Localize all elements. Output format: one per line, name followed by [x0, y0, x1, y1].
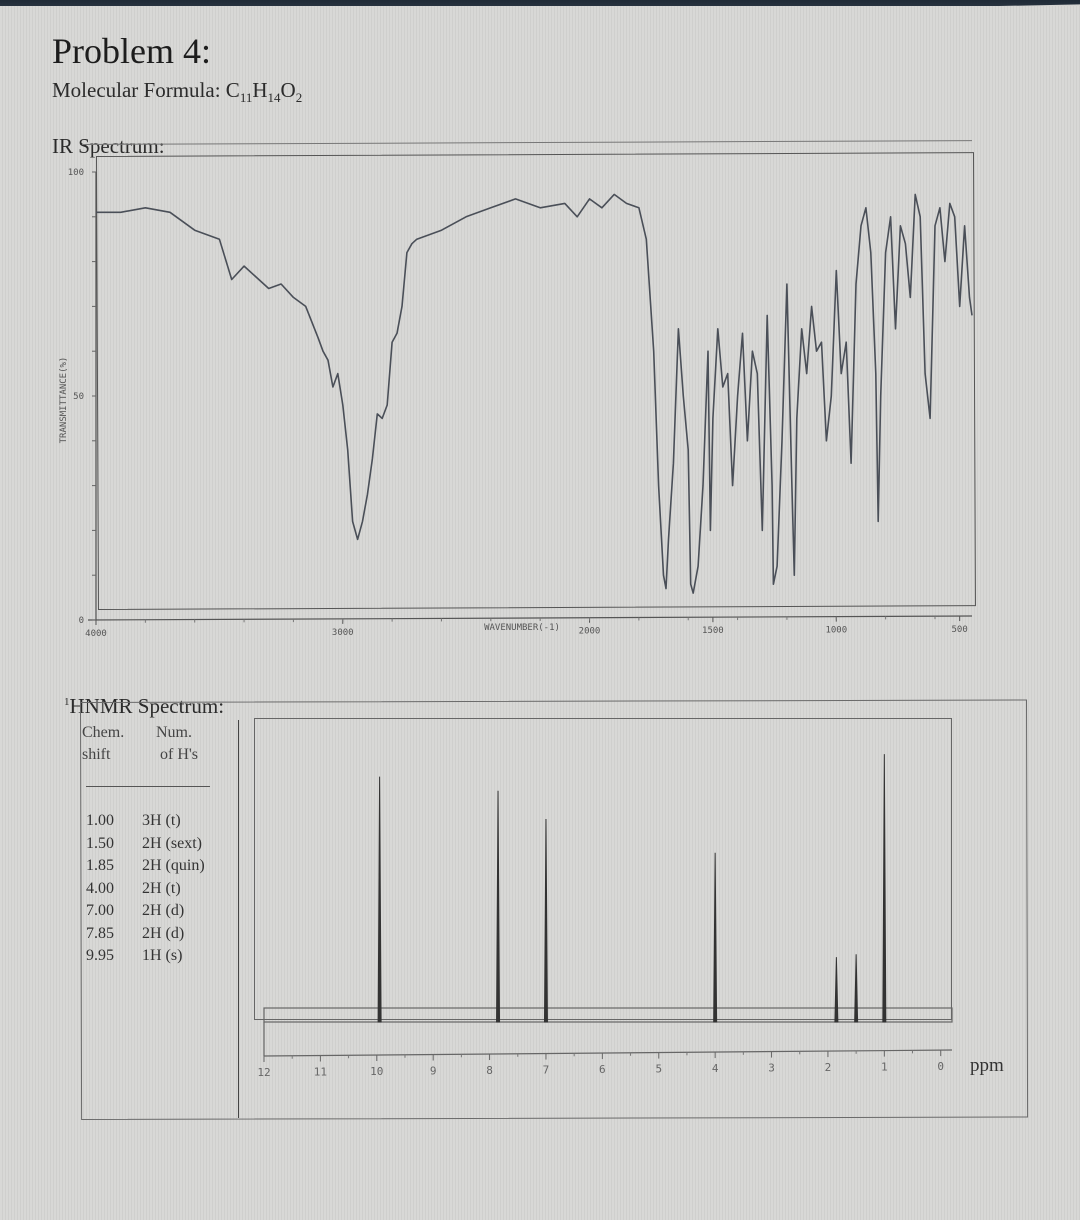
header-of-hs: of H's [160, 746, 198, 763]
num-h-value: 2H (t) [142, 879, 181, 897]
chem-shift-value: 1.00 [86, 812, 114, 829]
chem-shift-value: 7.85 [86, 924, 114, 942]
num-h-value: 2H (d) [142, 924, 185, 942]
ir-y-tick-label: 0 [79, 616, 84, 626]
ir-y-tick-label: 100 [68, 168, 84, 178]
chem-shift-value: 1.85 [86, 857, 114, 874]
header-shift: shift [82, 746, 111, 763]
ir-x-tick-label: 3000 [332, 628, 354, 638]
num-h-value: 3H (t) [142, 812, 181, 829]
nmr-table-row: 1.50 2H (sext) [86, 835, 202, 853]
header-chem-shift: Chem. shift [82, 722, 124, 766]
chem-shift-value: 1.50 [86, 834, 114, 852]
formula-h-count: 14 [267, 90, 281, 106]
table-header-rule [86, 786, 210, 787]
ir-section-label: IR Spectrum: [52, 134, 165, 158]
nmr-data-table [80, 720, 239, 1118]
header-num: Num. [156, 724, 192, 741]
ir-spectrum-trace [96, 193, 973, 594]
formula-h: H [252, 78, 268, 102]
ir-x-axis [87, 615, 973, 621]
formula-c-count: 11 [239, 90, 253, 106]
num-h-value: 2H (d) [142, 902, 185, 919]
ir-x-tick-label: 2000 [579, 627, 601, 637]
formula-o: O [280, 78, 296, 102]
nmr-section-label: 1HNMR Spectrum: [64, 694, 224, 719]
formula-label: Molecular Formula: [52, 78, 226, 102]
nmr-superscript: 1 [64, 696, 70, 708]
formula-o-count: 2 [295, 90, 303, 106]
nmr-label-text: HNMR Spectrum: [69, 694, 225, 718]
ir-y-tick-label: 50 [73, 392, 84, 402]
header-num-hs: Num. of H's [156, 722, 198, 766]
num-h-value: 2H (sext) [142, 834, 202, 852]
ir-x-tick-label: 500 [952, 625, 968, 635]
ir-x-tick-label: 1000 [825, 626, 847, 636]
ir-x-tick-label: 4000 [85, 629, 107, 639]
nmr-table-row: 9.95 1H (s) [86, 947, 182, 965]
formula-c: C [225, 78, 240, 102]
molecular-formula: Molecular Formula: C11H14O2 [52, 78, 302, 106]
nmr-table-row: 7.85 2H (d) [86, 925, 184, 943]
chem-shift-value: 9.95 [86, 947, 114, 964]
ir-x-axis-title: WAVENUMBER(-1) [484, 623, 560, 633]
nmr-table-row: 4.00 2H (t) [86, 880, 181, 898]
ir-spectrum-chart: 0 50 100 TRANSMITTANCE(%) 4000 3000 2000 1500 10… [59, 168, 973, 639]
page-title: Problem 4: [52, 31, 211, 71]
nmr-axis-unit: ppm [970, 1055, 1004, 1076]
num-h-value: 2H (quin) [142, 857, 205, 874]
header-chem: Chem. [82, 724, 125, 741]
nmr-table-row: 7.00 2H (d) [86, 902, 184, 920]
num-h-value: 1H (s) [142, 947, 183, 964]
ir-y-axis-title: TRANSMITTANCE(%) [59, 357, 69, 444]
chem-shift-value: 4.00 [86, 879, 114, 897]
nmr-table-row: 1.00 3H (t) [86, 812, 181, 830]
chem-shift-value: 7.00 [86, 902, 114, 919]
nmr-plot-frame [254, 718, 952, 1020]
nmr-table-row: 1.85 2H (quin) [86, 857, 205, 875]
ir-x-tick-label: 1500 [702, 626, 724, 636]
